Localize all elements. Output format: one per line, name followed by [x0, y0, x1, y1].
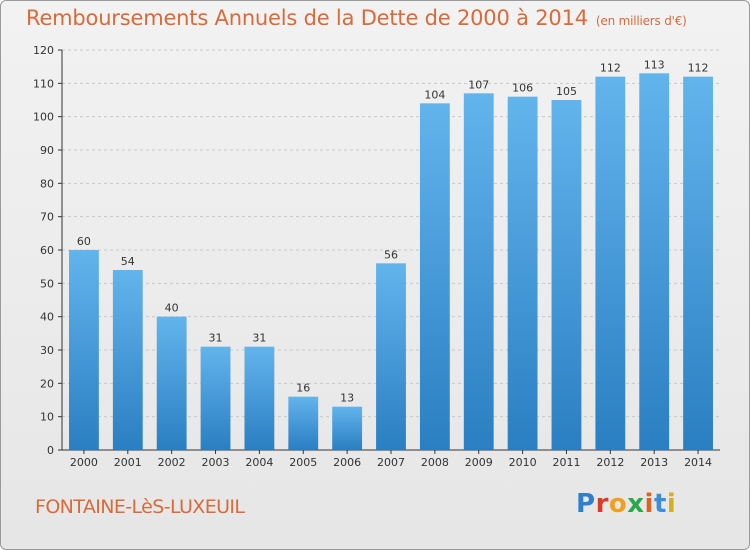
x-tick-label: 2011 [552, 456, 580, 469]
value-label: 56 [384, 248, 398, 261]
bar [463, 93, 494, 450]
bar [244, 346, 275, 450]
x-tick-label: 2014 [684, 456, 712, 469]
brand-letter: o [608, 489, 628, 519]
brand-letter: i [666, 489, 677, 519]
chart-subtitle: (en milliers d'€) [595, 14, 687, 28]
y-tick-label: 30 [40, 344, 54, 357]
bar [376, 263, 406, 450]
x-tick-label: 2003 [202, 456, 230, 469]
x-tick-label: 2007 [377, 456, 405, 469]
brand-letter: i [644, 489, 654, 519]
location-label: FONTAINE-LèS-LUXEUIL [35, 496, 245, 518]
value-label: 54 [121, 255, 135, 268]
bar [288, 396, 319, 450]
bar [332, 406, 363, 450]
brand-letter: x [627, 489, 645, 519]
brand-letter: P [576, 489, 596, 519]
x-tick-label: 2005 [289, 456, 317, 469]
y-tick-label: 40 [40, 311, 54, 324]
x-tick-label: 2010 [509, 456, 537, 469]
value-label: 112 [688, 62, 709, 75]
x-tick-label: 2004 [245, 456, 273, 469]
y-tick-label: 90 [40, 144, 54, 157]
y-tick-label: 70 [40, 211, 54, 224]
value-label: 60 [77, 235, 91, 248]
value-label: 40 [165, 302, 179, 315]
value-label: 112 [600, 62, 621, 75]
value-label: 16 [296, 382, 310, 395]
bar [551, 100, 582, 450]
chart-title: Remboursements Annuels de la Dette de 20… [26, 6, 687, 30]
y-tick-label: 50 [40, 277, 54, 290]
x-tick-label: 2013 [640, 456, 668, 469]
x-tick-label: 2002 [158, 456, 186, 469]
y-tick-label: 60 [40, 244, 54, 257]
brand-logo: Proxiti [576, 489, 676, 519]
y-tick-label: 10 [40, 411, 54, 424]
value-label: 107 [468, 78, 489, 91]
x-tick-label: 2001 [114, 456, 142, 469]
value-label: 13 [340, 392, 354, 405]
y-tick-label: 100 [33, 111, 54, 124]
value-label: 105 [556, 85, 577, 98]
bar [200, 346, 231, 450]
value-label: 31 [252, 332, 266, 345]
bar [156, 316, 187, 450]
bar [639, 73, 670, 450]
x-tick-label: 2006 [333, 456, 361, 469]
value-label: 31 [209, 332, 223, 345]
brand-letter: t [653, 489, 667, 519]
y-tick-label: 120 [33, 44, 54, 57]
x-tick-label: 2008 [421, 456, 449, 469]
value-label: 113 [644, 58, 665, 71]
bar [507, 96, 538, 451]
brand-letter: r [595, 489, 609, 519]
bar [112, 270, 143, 450]
y-tick-label: 20 [40, 377, 54, 390]
bar [683, 76, 713, 451]
title-text: Remboursements Annuels de la Dette de 20… [26, 6, 588, 30]
bar [419, 103, 450, 450]
y-tick-label: 0 [47, 444, 54, 457]
x-tick-label: 2000 [70, 456, 98, 469]
y-tick-label: 110 [33, 77, 54, 90]
value-label: 106 [512, 82, 533, 95]
value-label: 104 [424, 88, 445, 101]
bar [69, 250, 99, 450]
x-tick-label: 2012 [596, 456, 624, 469]
y-tick-label: 80 [40, 177, 54, 190]
bar [595, 76, 626, 451]
x-tick-label: 2009 [465, 456, 493, 469]
